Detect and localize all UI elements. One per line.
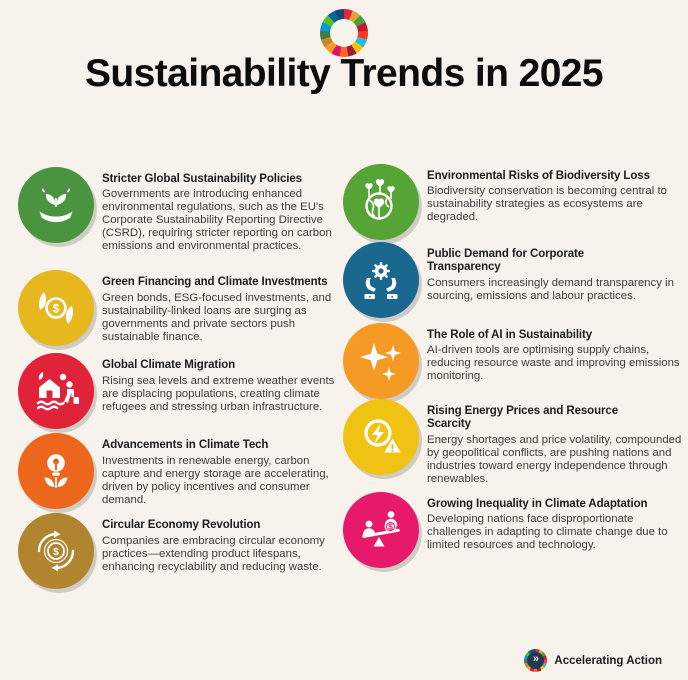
accelerating-action-badge-icon: » [524, 649, 548, 672]
trend-item-ai: The Role of AI in Sustainability AI-driv… [343, 323, 683, 399]
left-column: Stricter Global Sustainability Policies … [18, 167, 346, 590]
energy-bolt-warning-icon [343, 399, 419, 475]
trend-item-climate-tech: Advancements in Climate Tech Investments… [18, 433, 346, 510]
trend-item-biodiversity: Environmental Risks of Biodiversity Loss… [343, 164, 683, 240]
trend-heading: Public Demand for Corporate Transparency [427, 248, 585, 274]
hand-holding-sprout-icon [18, 167, 94, 243]
trend-heading: Global Climate Migration [102, 359, 236, 372]
circular-arrows-coin-icon: $ [18, 513, 94, 590]
trend-item-green-financing: $ Green Financing and Climate Investment… [18, 270, 346, 347]
inequality-scale-icon: $ [343, 491, 419, 568]
trend-body: Developing nations face disproportionate… [427, 512, 668, 551]
trend-item-policies: Stricter Global Sustainability Policies … [18, 167, 346, 253]
page-title: Sustainability Trends in 2025 [85, 52, 604, 95]
trend-body: Consumers increasingly demand transparen… [427, 276, 674, 302]
footer-label: Accelerating Action [554, 654, 662, 667]
lightbulb-plant-icon [18, 433, 94, 510]
hands-holding-gear-icon [343, 242, 419, 318]
trend-heading: Green Financing and Climate Investments [102, 276, 328, 289]
trend-item-inequality: $ Growing Inequality in Climate Adaptati… [343, 491, 683, 568]
sdg-wheel-logo [320, 9, 368, 57]
trend-body: Rising sea levels and extreme weather ev… [102, 374, 335, 413]
trend-heading: Circular Economy Revolution [102, 519, 261, 532]
trend-body: Governments are introducing enhanced env… [102, 188, 332, 253]
trend-heading: Stricter Global Sustainability Policies [102, 173, 302, 185]
trend-body: Investments in renewable energy, carbon … [102, 454, 329, 506]
trend-item-circular-economy: $ Circular Economy Revolution Companies … [18, 513, 346, 590]
trend-item-energy-prices: Rising Energy Prices and Resource Scarci… [343, 399, 683, 486]
trend-body: Biodiversity conservation is becoming ce… [427, 185, 667, 224]
globe-heart-plants-icon [343, 164, 419, 240]
trend-body: Companies are embracing circular economy… [102, 534, 325, 573]
double-chevron-icon: » [527, 652, 545, 669]
trend-item-transparency: Public Demand for Corporate Transparency… [343, 242, 683, 318]
trend-heading: Growing Inequality in Climate Adaptation [427, 497, 648, 510]
trend-body: Green bonds, ESG-focused investments, an… [102, 291, 332, 343]
ai-sparkles-icon [343, 323, 419, 399]
coin-with-leaves-icon: $ [18, 270, 94, 347]
svg-text:$: $ [53, 302, 60, 316]
svg-text:$: $ [53, 547, 59, 558]
trend-heading: The Role of AI in Sustainability [427, 329, 593, 341]
trend-heading: Advancements in Climate Tech [102, 439, 269, 452]
trend-heading: Environmental Risks of Biodiversity Loss [427, 170, 650, 182]
right-column: Environmental Risks of Biodiversity Loss… [343, 164, 683, 568]
trend-body: Energy shortages and price volatility, c… [427, 433, 682, 485]
flooded-house-migration-icon [18, 353, 94, 430]
trend-item-climate-migration: Global Climate Migration Rising sea leve… [18, 353, 346, 430]
trend-heading: Rising Energy Prices and Resource Scarci… [427, 405, 618, 431]
trend-body: AI-driven tools are optimising supply ch… [427, 344, 680, 383]
footer-credit: » Accelerating Action [524, 649, 662, 672]
svg-text:$: $ [388, 521, 393, 531]
